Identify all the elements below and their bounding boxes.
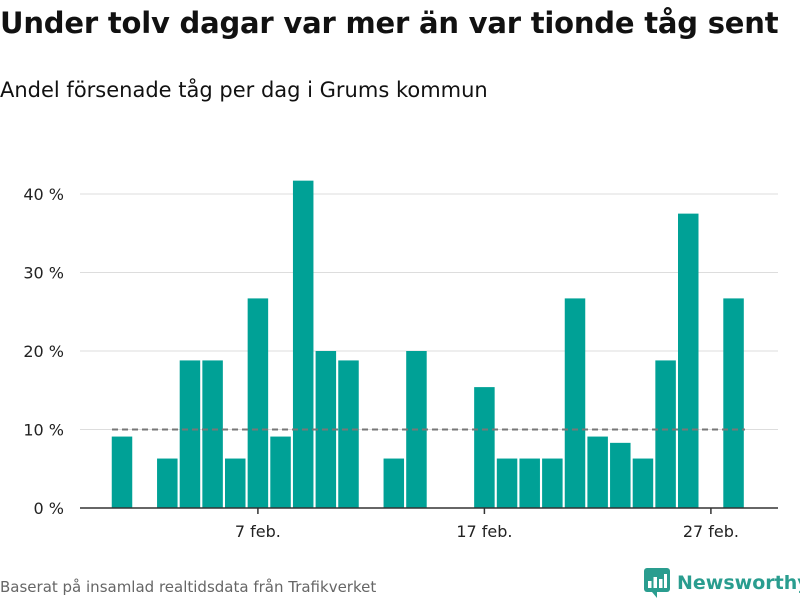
bar[interactable] [111, 436, 133, 508]
bar[interactable] [202, 360, 223, 508]
bar[interactable] [157, 458, 178, 508]
bar[interactable] [723, 298, 744, 508]
brand-name: Newsworthy [677, 572, 800, 594]
x-tick-label: 7 feb. [235, 522, 281, 541]
bar[interactable] [383, 458, 405, 508]
bar[interactable] [474, 387, 495, 508]
bar[interactable] [496, 458, 518, 508]
bar[interactable] [247, 298, 269, 508]
bar[interactable] [225, 458, 246, 508]
bar[interactable] [678, 213, 699, 508]
bar[interactable] [655, 360, 676, 508]
x-tick-label: 17 feb. [456, 522, 512, 541]
newsworthy-logo-icon [644, 568, 670, 598]
bar[interactable] [292, 180, 314, 508]
y-tick-label: 10 % [23, 421, 64, 440]
y-tick-label: 40 % [23, 185, 64, 204]
source-note: Baserat på insamlad realtidsdata från Tr… [0, 578, 377, 596]
y-tick-label: 30 % [23, 264, 64, 283]
bar[interactable] [610, 442, 631, 508]
bar[interactable] [542, 458, 563, 508]
y-tick-label: 20 % [23, 342, 64, 361]
y-tick-label: 0 % [34, 499, 64, 518]
chart-title: Under tolv dagar var mer än var tionde t… [0, 6, 779, 40]
bar[interactable] [519, 458, 540, 508]
bar[interactable] [270, 436, 291, 508]
bar[interactable] [338, 360, 359, 508]
chart-subtitle: Andel försenade tåg per dag i Grums komm… [0, 78, 488, 102]
bar[interactable] [632, 458, 654, 508]
bar[interactable] [587, 436, 608, 508]
bar[interactable] [179, 360, 201, 508]
newsworthy-brand[interactable]: Newsworthy [644, 568, 800, 598]
bar[interactable] [564, 298, 586, 508]
x-tick-label: 27 feb. [683, 522, 739, 541]
